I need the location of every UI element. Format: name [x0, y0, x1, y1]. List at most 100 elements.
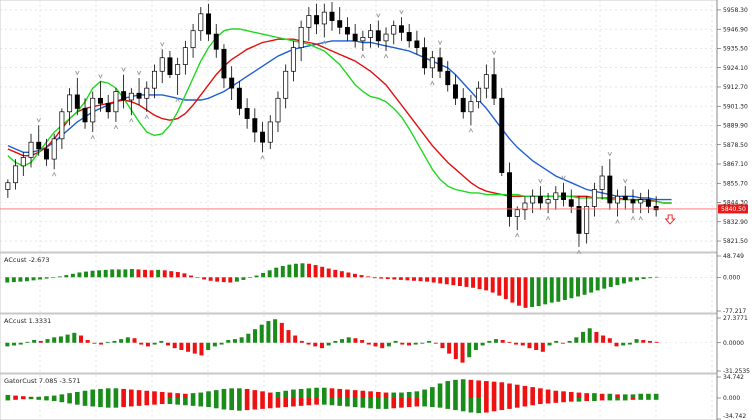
gator-lower-bar [337, 398, 343, 406]
ac2-bar [78, 335, 83, 343]
ac1-tick-label: 0.000 [723, 274, 740, 281]
ac2-panel[interactable] [0, 313, 718, 374]
gator-lower-bar [167, 398, 173, 405]
candle-body [561, 192, 567, 200]
gator-upper-bar [437, 383, 443, 398]
price-tick-label: 5855.70 [723, 180, 748, 187]
gator-upper-bar [144, 390, 150, 398]
gator-tick-label: -34.742 [723, 413, 746, 420]
ac2-bar [152, 342, 157, 345]
gator-upper-bar [298, 388, 304, 398]
candle-body [375, 30, 381, 42]
ac2-bar [5, 342, 10, 347]
candle-body [383, 33, 389, 42]
ac2-bar [279, 322, 284, 343]
candle-body [537, 195, 543, 204]
gator-lower-bar [129, 398, 134, 407]
ac2-bar [340, 339, 345, 343]
candle-body [321, 11, 327, 25]
price-panel[interactable] [0, 0, 718, 253]
candle-body [13, 165, 19, 184]
ac2-bar [554, 340, 559, 343]
gator-lower-bar [422, 398, 427, 407]
ac1-bar [602, 277, 607, 289]
ac2-tick-label: -31.2535 [723, 368, 750, 375]
gator-upper-bar [136, 390, 142, 398]
gator-lower-bar [484, 398, 489, 413]
gator-upper-bar [553, 390, 559, 398]
gator-panel[interactable] [0, 373, 718, 420]
candle-body [329, 11, 335, 21]
ac2-bar [92, 342, 97, 344]
gator-lower-bar [5, 398, 11, 401]
price-tick-label: 5889.90 [723, 123, 748, 130]
ac2-bar [319, 342, 324, 349]
ac2-bar [159, 340, 164, 343]
ac2-bar [226, 340, 231, 343]
ac2-bar [32, 340, 37, 343]
gator-lower-bar [298, 398, 304, 406]
gator-upper-bar [414, 391, 420, 398]
gator-histogram [5, 379, 659, 414]
candle-body [514, 209, 520, 217]
ac2-bar [306, 342, 311, 345]
ac2-bar [567, 340, 572, 343]
ac2-bar [500, 340, 505, 343]
gator-upper-bar [198, 392, 204, 398]
gator-upper-bar [105, 388, 111, 398]
gator-upper-bar [291, 389, 296, 398]
candle-body [213, 33, 219, 50]
ac2-bar [299, 340, 304, 343]
gator-lower-bar [198, 398, 204, 407]
ac1-bar [648, 277, 653, 279]
gator-upper-bar [514, 384, 520, 398]
gator-lower-bar [553, 398, 559, 403]
gator-upper-bar [167, 392, 173, 398]
ac2-bar [634, 339, 639, 343]
gator-upper-bar [638, 393, 644, 398]
ac1-bar [149, 270, 154, 278]
candle-body [198, 13, 204, 32]
gator-lower-bar [329, 398, 335, 406]
ac1-bar [280, 265, 285, 278]
gator-lower-bar [607, 398, 613, 401]
gator-lower-bar [615, 398, 620, 401]
gator-lower-bar [530, 398, 535, 406]
ac2-bar [85, 340, 90, 343]
ac2-bar [246, 333, 251, 343]
gator-lower-bar [576, 398, 582, 402]
gator-lower-bar [252, 398, 258, 410]
candle-body [576, 206, 582, 234]
candle-body [113, 91, 119, 113]
ac1-bar [516, 277, 521, 306]
gator-upper-bar [352, 390, 358, 398]
fractal-down-arrow [383, 53, 389, 59]
gator-upper-bar [275, 391, 281, 398]
candle-body [352, 33, 358, 42]
ac2-bar [360, 340, 365, 343]
candle-body [615, 195, 621, 204]
ac1-bar [477, 277, 482, 290]
candle-body [630, 199, 636, 204]
price-tick-label: 5878.50 [723, 142, 748, 149]
gator-lower-bar [630, 398, 636, 400]
ac2-bar [594, 331, 599, 343]
gator-upper-bar [59, 394, 65, 398]
candle-body [229, 77, 235, 89]
ac1-bar [549, 277, 554, 303]
current-price-label: 5840.50 [721, 206, 746, 213]
gator-lower-bar [67, 398, 72, 404]
ac1-bar [635, 277, 640, 281]
gator-lower-bar [152, 398, 157, 405]
ac1-bar [11, 277, 16, 283]
candle-body [136, 92, 142, 99]
ac1-bar [412, 277, 416, 281]
fractal-down-arrow [144, 114, 149, 120]
candle-body [422, 47, 428, 69]
gator-upper-bar [260, 391, 265, 398]
candle-body [290, 47, 296, 72]
candles [5, 2, 659, 247]
ac2-bar [547, 342, 552, 346]
candle-body [499, 97, 505, 173]
